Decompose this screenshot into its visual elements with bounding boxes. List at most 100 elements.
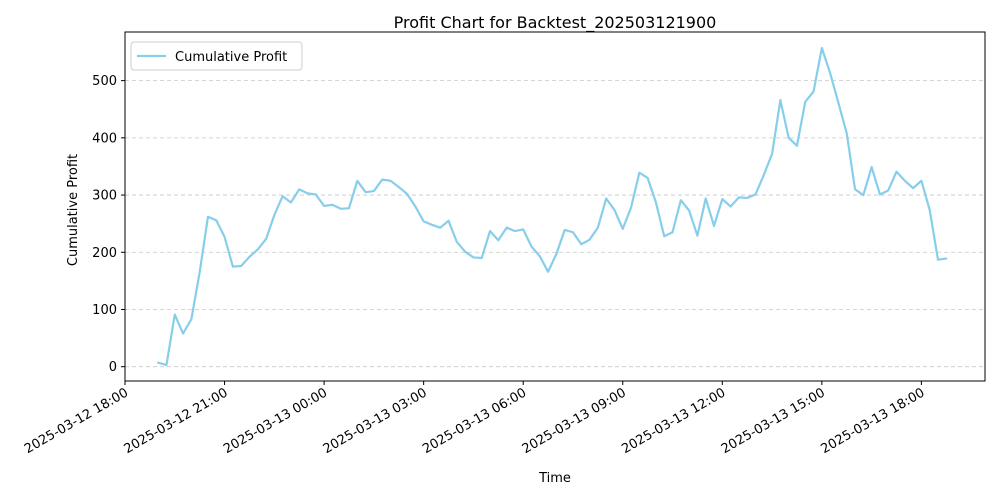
- data-point: [240, 265, 242, 267]
- data-point: [256, 248, 259, 251]
- data-point: [530, 245, 533, 248]
- data-point: [854, 188, 856, 191]
- data-point: [182, 332, 184, 335]
- data-point: [298, 188, 301, 191]
- data-point: [646, 177, 649, 179]
- data-point: [904, 179, 906, 182]
- data-point: [447, 220, 450, 222]
- data-point: [887, 189, 890, 192]
- data-point: [630, 206, 632, 209]
- data-point: [605, 197, 607, 200]
- data-point: [364, 191, 367, 193]
- data-point: [414, 205, 417, 208]
- y-tick-label: 500: [92, 74, 117, 89]
- data-point: [680, 199, 682, 202]
- data-point: [373, 190, 375, 192]
- data-point: [439, 226, 442, 229]
- data-point: [389, 179, 392, 182]
- data-point: [713, 225, 715, 227]
- data-point: [721, 198, 724, 200]
- data-point: [198, 271, 201, 274]
- data-point: [779, 99, 782, 101]
- y-tick-label: 100: [92, 303, 117, 318]
- data-point: [497, 239, 500, 242]
- data-point: [290, 201, 292, 204]
- data-point: [190, 318, 193, 321]
- data-point: [422, 220, 425, 223]
- y-gridlines: [125, 80, 985, 368]
- data-point: [862, 194, 865, 196]
- data-point: [215, 219, 218, 222]
- data-point: [315, 193, 317, 196]
- data-point: [207, 216, 209, 218]
- data-point: [406, 193, 408, 195]
- data-point: [588, 238, 591, 241]
- data-point: [381, 178, 383, 181]
- legend: Cumulative Profit: [130, 41, 303, 71]
- data-point: [522, 228, 524, 231]
- series-line-cumulative-profit: [157, 46, 948, 367]
- data-point: [696, 234, 699, 237]
- data-point: [489, 230, 491, 232]
- data-point: [804, 101, 807, 103]
- data-point: [738, 196, 740, 199]
- legend-box: [130, 41, 303, 71]
- data-point: [356, 179, 359, 182]
- data-point: [912, 187, 914, 189]
- data-point: [937, 258, 939, 261]
- data-point: [323, 205, 325, 207]
- data-point: [613, 209, 616, 211]
- data-point: [165, 364, 168, 366]
- y-axis-title: Cumulative Profit: [66, 154, 81, 266]
- data-point: [671, 231, 674, 234]
- data-point: [895, 170, 898, 173]
- data-point: [273, 214, 276, 216]
- data-point: [572, 231, 574, 234]
- data-point: [837, 102, 840, 104]
- data-point: [621, 228, 624, 230]
- data-point: [265, 238, 267, 240]
- series-points: [157, 47, 948, 366]
- data-point: [472, 256, 475, 259]
- data-point: [173, 313, 176, 316]
- y-tick-label: 200: [92, 246, 117, 261]
- data-point: [688, 209, 690, 212]
- data-point: [547, 270, 549, 273]
- data-point: [580, 243, 583, 246]
- data-point: [348, 207, 350, 210]
- data-point: [870, 166, 873, 168]
- data-point: [538, 255, 541, 258]
- data-point: [431, 224, 433, 226]
- data-point: [663, 235, 666, 238]
- data-point: [879, 193, 881, 196]
- data-point: [729, 205, 732, 208]
- data-point: [248, 256, 251, 258]
- data-point: [563, 229, 566, 231]
- data-point: [928, 209, 931, 211]
- data-point: [787, 137, 790, 139]
- data-point: [638, 171, 641, 174]
- data-point: [746, 197, 748, 199]
- data-point: [597, 226, 599, 229]
- data-point: [397, 186, 400, 188]
- y-axis-ticks: 0 100 200 300 400 500: [92, 74, 125, 375]
- legend-label: Cumulative Profit: [175, 50, 287, 65]
- data-point: [920, 179, 923, 182]
- data-point: [281, 195, 284, 197]
- data-point: [704, 197, 707, 200]
- data-point: [232, 265, 234, 268]
- data-point: [762, 174, 765, 176]
- y-tick-label: 300: [92, 189, 117, 204]
- data-point: [945, 257, 948, 260]
- y-tick-label: 0: [109, 360, 117, 375]
- data-point: [555, 253, 558, 255]
- data-point: [331, 203, 334, 206]
- data-point: [754, 193, 757, 196]
- data-point: [306, 192, 309, 195]
- data-point: [845, 132, 848, 135]
- plot-frame: [124, 31, 986, 382]
- chart-title: Profit Chart for Backtest_202503121900: [394, 13, 717, 33]
- data-point: [339, 207, 342, 210]
- data-point: [456, 241, 458, 243]
